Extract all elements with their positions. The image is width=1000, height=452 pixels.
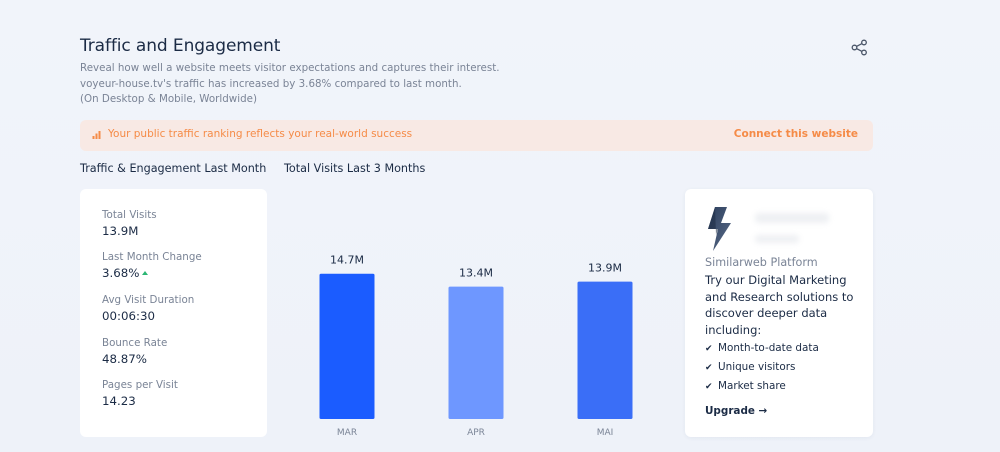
check-icon: ✔ xyxy=(705,382,713,392)
metric-label: Total Visits xyxy=(102,209,157,221)
metrics-card: Total Visits 13.9M Last Month Change 3.6… xyxy=(80,189,267,437)
bar-value-label: 14.7M xyxy=(330,254,364,267)
metric-value-row: 3.68% xyxy=(102,266,202,280)
blurred-placeholder xyxy=(755,213,829,223)
description-line: voyeur-house.tv's traffic has increased … xyxy=(80,77,462,90)
page-description: Reveal how well a website meets visitor … xyxy=(80,61,500,108)
blurred-placeholder xyxy=(755,235,799,243)
banner-text: Your public traffic ranking reflects you… xyxy=(108,128,413,140)
check-icon: ✔ xyxy=(705,363,713,373)
metric-total-visits: Total Visits 13.9M xyxy=(102,209,157,238)
promo-feature-item: ✔ Month-to-date data xyxy=(705,342,819,361)
promo-feature-item: ✔ Unique visitors xyxy=(705,361,819,380)
promo-description: Try our Digital Marketing and Research s… xyxy=(705,273,854,337)
metrics-section-label: Traffic & Engagement Last Month xyxy=(80,162,267,175)
connect-website-link[interactable]: Connect this website xyxy=(733,128,858,140)
metric-label: Last Month Change xyxy=(102,251,202,263)
promo-feature-item: ✔ Market share xyxy=(705,380,819,399)
bar-mai[interactable] xyxy=(577,281,633,419)
similarweb-logo-icon xyxy=(708,207,731,251)
bar-chart-icon xyxy=(92,131,101,139)
traffic-ranking-banner: Your public traffic ranking reflects you… xyxy=(80,120,873,151)
metric-value: 13.9M xyxy=(102,224,139,238)
x-tick-label: APR xyxy=(467,428,485,438)
metric-label: Pages per Visit xyxy=(102,379,178,391)
bar-value-label: 13.9M xyxy=(588,262,622,275)
metric-value: 00:06:30 xyxy=(102,309,155,323)
metric-last-month-change: Last Month Change 3.68% xyxy=(102,251,202,280)
metric-value: 14.23 xyxy=(102,394,136,408)
metric-value: 3.68% xyxy=(102,266,140,280)
x-tick-label: MAI xyxy=(597,428,614,438)
metric-label: Bounce Rate xyxy=(102,337,168,349)
metric-pages-per-visit: Pages per Visit 14.23 xyxy=(102,379,178,408)
check-icon: ✔ xyxy=(705,344,713,354)
bar-apr[interactable] xyxy=(448,286,504,419)
trend-up-icon xyxy=(142,271,149,275)
upgrade-link[interactable]: Upgrade → xyxy=(705,405,768,417)
promo-feature-list: ✔ Month-to-date data ✔ Unique visitors ✔ Ma… xyxy=(705,342,819,399)
total-visits-chart: 14.7M MAR 13.4M APR 13.9M MAI xyxy=(319,254,633,438)
page-title: Traffic and Engagement xyxy=(80,36,281,56)
bar-value-label: 13.4M xyxy=(459,267,493,280)
metric-avg-visit-duration: Avg Visit Duration 00:06:30 xyxy=(102,294,194,323)
x-tick-label: MAR xyxy=(337,428,357,438)
bar-mar[interactable] xyxy=(319,273,375,419)
promo-feature-label: Unique visitors xyxy=(718,361,796,373)
chart-section-label: Total Visits Last 3 Months xyxy=(284,162,426,175)
promo-feature-label: Month-to-date data xyxy=(718,342,819,354)
metric-label: Avg Visit Duration xyxy=(102,294,195,306)
metric-value: 48.87% xyxy=(102,352,147,366)
similarweb-promo-card: Similarweb Platform Try our Digital Mark… xyxy=(685,189,873,437)
metric-bounce-rate: Bounce Rate 48.87% xyxy=(102,337,167,366)
promo-brand: Similarweb Platform xyxy=(705,256,818,269)
share-icon[interactable] xyxy=(851,39,868,56)
promo-feature-label: Market share xyxy=(718,380,786,392)
description-line: (On Desktop & Mobile, Worldwide) xyxy=(80,93,257,105)
description-line: Reveal how well a website meets visitor … xyxy=(80,62,500,74)
